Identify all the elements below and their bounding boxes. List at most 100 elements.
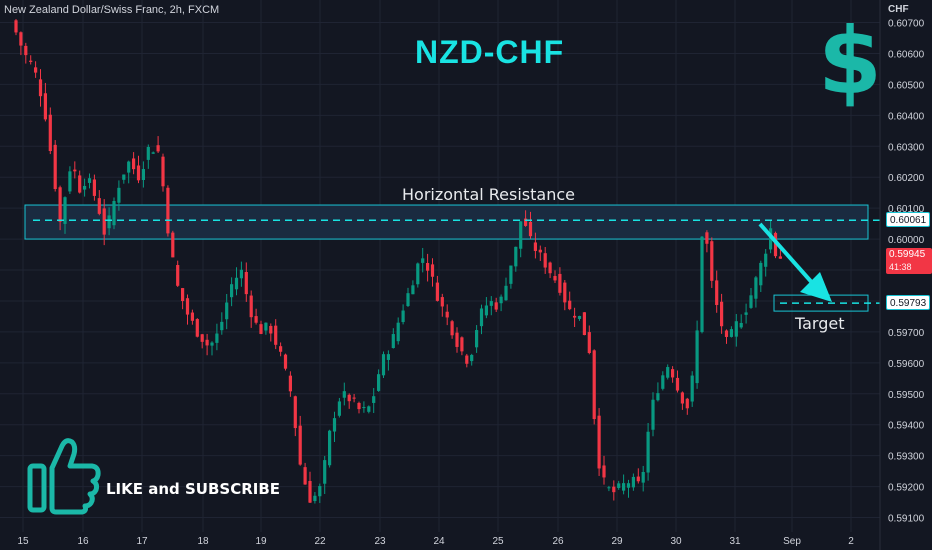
candle-body — [543, 253, 547, 268]
candle-body — [68, 171, 72, 192]
price-tick-label: 0.60400 — [888, 111, 925, 122]
like-subscribe-text: LIKE and SUBSCRIBE — [106, 480, 281, 498]
price-tick-label: 0.59500 — [888, 390, 925, 401]
candle-body — [479, 308, 484, 327]
candle-body — [724, 330, 729, 337]
candle-body — [43, 93, 47, 120]
candle-body — [254, 316, 258, 323]
price-axis[interactable]: 0.60700 0.60600 0.60500 0.60400 0.60300 0.602… — [879, 0, 925, 550]
candle-body — [587, 332, 591, 354]
candle-body — [484, 305, 488, 316]
price-tick-label: 0.60700 — [888, 19, 925, 30]
candle-body — [136, 165, 141, 181]
candle-body — [416, 263, 420, 285]
time-tick-label: 19 — [255, 536, 267, 547]
chart-title: NZD-CHF — [415, 34, 565, 70]
price-tick-label: 0.60000 — [888, 235, 925, 246]
candle-body — [122, 174, 126, 180]
bar-countdown: 41:38 — [889, 262, 912, 272]
candle-body — [34, 67, 38, 73]
price-tick-label: 0.60300 — [888, 142, 925, 153]
candle-body — [78, 175, 82, 193]
time-tick-label: 30 — [670, 536, 682, 547]
candle-body — [411, 285, 415, 295]
candle-body — [332, 418, 337, 432]
candle-body — [298, 425, 302, 465]
candle-body — [337, 401, 341, 416]
candle-body — [440, 297, 444, 307]
candle-body — [700, 236, 704, 333]
candle-body — [73, 169, 77, 172]
candle-body — [14, 20, 18, 33]
target-label: Target — [795, 314, 845, 333]
candle-body — [519, 221, 523, 249]
candle-body — [646, 431, 650, 473]
candle-body — [406, 293, 410, 307]
symbol-description[interactable]: New Zealand Dollar/Swiss Franc, 2h, FXCM — [4, 4, 220, 16]
candle-body — [264, 322, 268, 331]
candle-body — [239, 269, 243, 279]
candle-body — [764, 253, 768, 267]
candle-body — [29, 60, 33, 62]
candle-body — [347, 394, 351, 402]
price-tick-label: 0.59700 — [888, 328, 925, 339]
candle-body — [102, 208, 106, 235]
candle-body — [680, 392, 684, 404]
candle-body — [58, 187, 62, 222]
candle-body — [573, 315, 577, 318]
candle-body — [190, 312, 194, 321]
candle-body — [396, 322, 400, 342]
candle-body — [744, 312, 748, 315]
candle-body — [117, 187, 121, 203]
candle-body — [455, 332, 459, 347]
candle-body — [597, 415, 601, 469]
candle-body — [156, 145, 160, 152]
candle-body — [107, 215, 111, 229]
candle-body — [430, 264, 435, 277]
candle-body — [53, 144, 57, 190]
candle-body — [293, 396, 297, 429]
candle-body — [514, 246, 518, 267]
candle-body — [568, 300, 572, 310]
candle-body — [127, 161, 131, 173]
candle-body — [612, 486, 616, 493]
target-price-label: 0.59793 — [886, 295, 930, 310]
candle-body — [582, 312, 586, 336]
candle-body — [391, 334, 395, 349]
candle-body — [533, 242, 537, 251]
candle-body — [631, 476, 635, 488]
candle-body — [283, 354, 288, 369]
candle-body — [685, 398, 689, 409]
candle-body — [528, 221, 533, 237]
current-price-label: 0.59945 41:38 — [886, 248, 932, 274]
current-price-value: 0.59945 — [889, 249, 926, 260]
candle-body — [171, 232, 175, 258]
candle-body — [367, 406, 371, 412]
candle-body — [435, 282, 439, 301]
candle-body — [499, 296, 503, 304]
time-tick-label: 31 — [729, 536, 741, 547]
candle-body — [705, 232, 709, 244]
candle-body — [38, 79, 43, 97]
candle-body — [176, 265, 180, 286]
candle-body — [249, 295, 253, 318]
time-tick-label: 25 — [492, 536, 504, 547]
candle-body — [695, 330, 699, 384]
candle-body — [739, 322, 743, 328]
candle-body — [754, 277, 758, 299]
candle-body — [622, 483, 626, 491]
candle-body — [538, 249, 542, 253]
resistance-price-label: 0.60061 — [886, 212, 930, 227]
time-tick-label: 16 — [77, 536, 89, 547]
candle-body — [401, 310, 405, 323]
candle-body — [92, 179, 96, 196]
projection-arrow — [758, 222, 832, 302]
time-tick-label: Sep — [783, 536, 801, 547]
price-tick-label: 0.60100 — [888, 204, 925, 215]
time-tick-label: 15 — [17, 536, 29, 547]
time-axis[interactable]: 15 16 17 18 19 22 23 24 25 26 29 30 31 Sep 2 — [17, 536, 854, 547]
candle-body — [63, 197, 67, 224]
candle-body — [19, 32, 23, 46]
candle-body — [87, 178, 92, 183]
